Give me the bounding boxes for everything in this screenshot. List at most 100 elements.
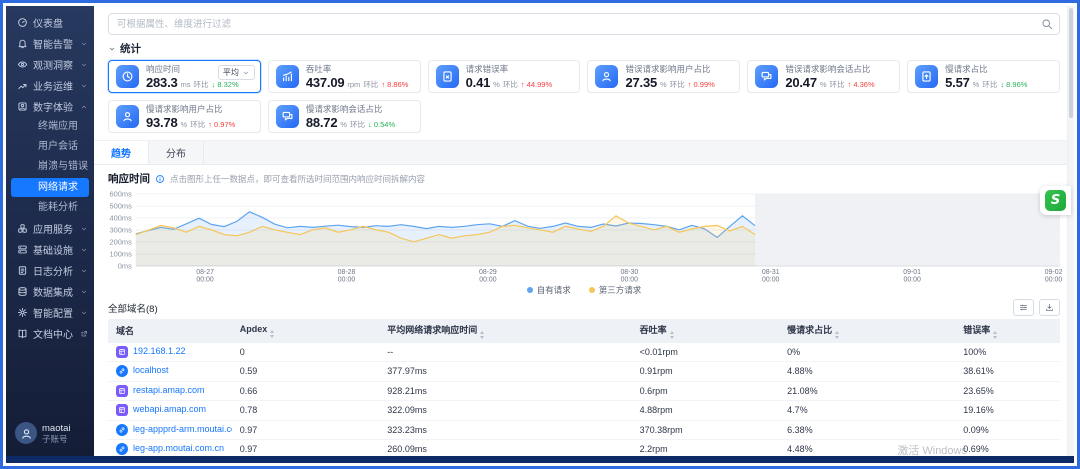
stat-card-6[interactable]: 慢请求影响用户占比93.78%环比↑ 0.97% [108, 100, 261, 133]
stat-card-0[interactable]: 响应时间283.3ms环比↓ 8.32%平均 [108, 60, 261, 93]
stat-card-title: 请求错误率 [466, 63, 552, 75]
domains-table-section: 全部域名(8) 域名Apdex平均网络请求响应时间吞吐率慢请求占比错误率192.… [108, 299, 1060, 456]
sidebar-item-config[interactable]: 智能配置 [6, 302, 94, 323]
sort-icon[interactable] [480, 331, 484, 339]
sidebar-item-alert[interactable]: 智能告警 [6, 33, 94, 54]
user-account[interactable]: maotai 子账号 [15, 422, 71, 444]
sidebar-item-doccenter[interactable]: 文档中心 [6, 323, 94, 344]
column-settings-button[interactable] [1013, 299, 1034, 316]
sort-icon[interactable] [670, 331, 674, 339]
floating-assistant-widget[interactable]: S [1040, 186, 1071, 215]
scrollbar-thumb[interactable] [1069, 8, 1073, 118]
table-row[interactable]: restapi.amap.com0.66928.21ms0.6rpm21.08%… [108, 381, 1060, 401]
svg-text:200ms: 200ms [109, 237, 132, 246]
chevron-down-icon [242, 69, 250, 77]
stat-card-2[interactable]: 请求错误率0.41%环比↑ 44.99% [428, 60, 581, 93]
stat-card-7[interactable]: 慢请求影响会话占比88.72%环比↓ 0.54% [268, 100, 421, 133]
table-row[interactable]: leg-appprd-arm.moutai.com.cn0.97323.23ms… [108, 420, 1060, 440]
tab-distribution[interactable]: 分布 [149, 141, 204, 164]
stat-card-value: 437.09 [306, 75, 345, 90]
stat-card-4[interactable]: 错误请求影响会话占比20.47%环比↑ 4.36% [747, 60, 900, 93]
svg-text:00:00: 00:00 [903, 276, 921, 283]
sidebar-item-data[interactable]: 数据集成 [6, 281, 94, 302]
domain-link[interactable]: leg-app.moutai.com.cn [133, 443, 224, 453]
throughput-value: 4.88rpm [632, 401, 780, 421]
response-time-value: -- [379, 343, 631, 362]
stat-card-trend: ↑ 4.36% [848, 80, 875, 89]
stat-card-5[interactable]: 慢请求占比5.57%环比↓ 8.96% [907, 60, 1060, 93]
slow-ratio-value: 21.08% [779, 381, 955, 401]
sort-icon[interactable] [835, 331, 839, 339]
domain-link[interactable]: restapi.amap.com [133, 385, 205, 395]
column-header-5[interactable]: 错误率 [955, 319, 1060, 343]
chevron-down-icon [80, 288, 88, 296]
sidebar-item-infra[interactable]: 基础设施 [6, 239, 94, 260]
svg-text:00:00: 00:00 [762, 276, 780, 283]
sidebar-item-log[interactable]: 日志分析 [6, 260, 94, 281]
sidebar-subitem-4-2[interactable]: 崩溃与错误 [6, 157, 94, 177]
sidebar-subitem-4-0[interactable]: 终端应用 [6, 117, 94, 137]
legend-item-0[interactable]: 自有请求 [527, 284, 571, 296]
error-rate-value: 100% [955, 343, 1060, 362]
sidebar-item-observe[interactable]: 观测洞察 [6, 54, 94, 75]
domain-link[interactable]: localhost [133, 365, 169, 375]
sidebar-item-label: 观测洞察 [33, 57, 80, 72]
svg-text:100ms: 100ms [109, 249, 132, 258]
observe-icon [17, 59, 28, 70]
filter-input[interactable] [108, 13, 1060, 35]
info-icon[interactable] [155, 174, 165, 184]
stat-card-compare-label: 环比 [503, 79, 518, 90]
view-tabs: 趋势分布 [94, 140, 1074, 165]
column-header-3[interactable]: 吞吐率 [632, 319, 780, 343]
sort-icon[interactable] [270, 330, 274, 338]
error-rate-value: 0.69% [955, 440, 1060, 457]
svg-text:00:00: 00:00 [196, 276, 214, 283]
sidebar-item-label: 数据集成 [33, 284, 80, 299]
download-button[interactable] [1039, 299, 1060, 316]
sort-icon[interactable] [993, 331, 997, 339]
sidebar-item-appservice[interactable]: 应用服务 [6, 218, 94, 239]
stat-card-3[interactable]: 错误请求影响用户占比27.35%环比↑ 0.99% [587, 60, 740, 93]
stat-card-trend: ↓ 0.54% [368, 120, 395, 129]
external-link-icon [80, 330, 88, 338]
legend-label: 自有请求 [537, 284, 571, 296]
chart-legend: 自有请求 第三方请求 [94, 284, 1074, 296]
chevron-down-icon [80, 61, 88, 69]
stat-card-compare-label: 环比 [830, 79, 845, 90]
svg-text:500ms: 500ms [109, 201, 132, 210]
scrollbar[interactable] [1067, 6, 1074, 456]
legend-item-1[interactable]: 第三方请求 [589, 284, 642, 296]
table-row[interactable]: webapi.amap.com0.78322.09ms4.88rpm4.7%19… [108, 401, 1060, 421]
sidebar-item-dashboard[interactable]: 仪表盘 [6, 12, 94, 33]
throughput-value: 0.6rpm [632, 381, 780, 401]
stats-section-header[interactable]: 统计 [108, 41, 1060, 56]
business-icon [17, 80, 28, 91]
column-header-1[interactable]: Apdex [232, 319, 380, 343]
stat-card-compare-label: 环比 [670, 79, 685, 90]
sidebar-subitem-4-1[interactable]: 用户会话 [6, 137, 94, 157]
column-header-4[interactable]: 慢请求占比 [779, 319, 955, 343]
chevron-down-icon [80, 309, 88, 317]
throughput-value: <0.01rpm [632, 343, 780, 362]
stat-card-value: 0.41 [466, 75, 491, 90]
sidebar-item-business[interactable]: 业务运维 [6, 75, 94, 96]
table-row[interactable]: 192.168.1.220--<0.01rpm0%100% [108, 343, 1060, 362]
sidebar-subitem-4-4[interactable]: 能耗分析 [6, 198, 94, 218]
domain-link[interactable]: 192.168.1.22 [133, 346, 186, 356]
sidebar-item-experience[interactable]: 数字体验 [6, 96, 94, 117]
tab-trend[interactable]: 趋势 [94, 141, 149, 164]
sidebar-item-label: 基础设施 [33, 242, 80, 257]
error-rate-value: 0.09% [955, 420, 1060, 440]
stat-card-1[interactable]: 吞吐率437.09rpm环比↑ 8.86% [268, 60, 421, 93]
metric-mode-select[interactable]: 平均 [218, 65, 255, 80]
table-row[interactable]: localhost0.59377.97ms0.91rpm4.88%38.61% [108, 362, 1060, 382]
apdex-value: 0 [232, 343, 380, 362]
stat-card-unit: % [820, 80, 827, 89]
column-header-2[interactable]: 平均网络请求响应时间 [379, 319, 631, 343]
response-time-chart[interactable]: 0ms100ms200ms300ms400ms500ms600ms08-2700… [102, 188, 1066, 284]
domain-link[interactable]: leg-appprd-arm.moutai.com.cn [133, 424, 232, 434]
sidebar-subitem-4-3[interactable]: 网络请求 [11, 178, 89, 197]
search-icon[interactable] [1041, 17, 1053, 35]
domain-link[interactable]: webapi.amap.com [133, 404, 206, 414]
session-icon [755, 65, 778, 88]
